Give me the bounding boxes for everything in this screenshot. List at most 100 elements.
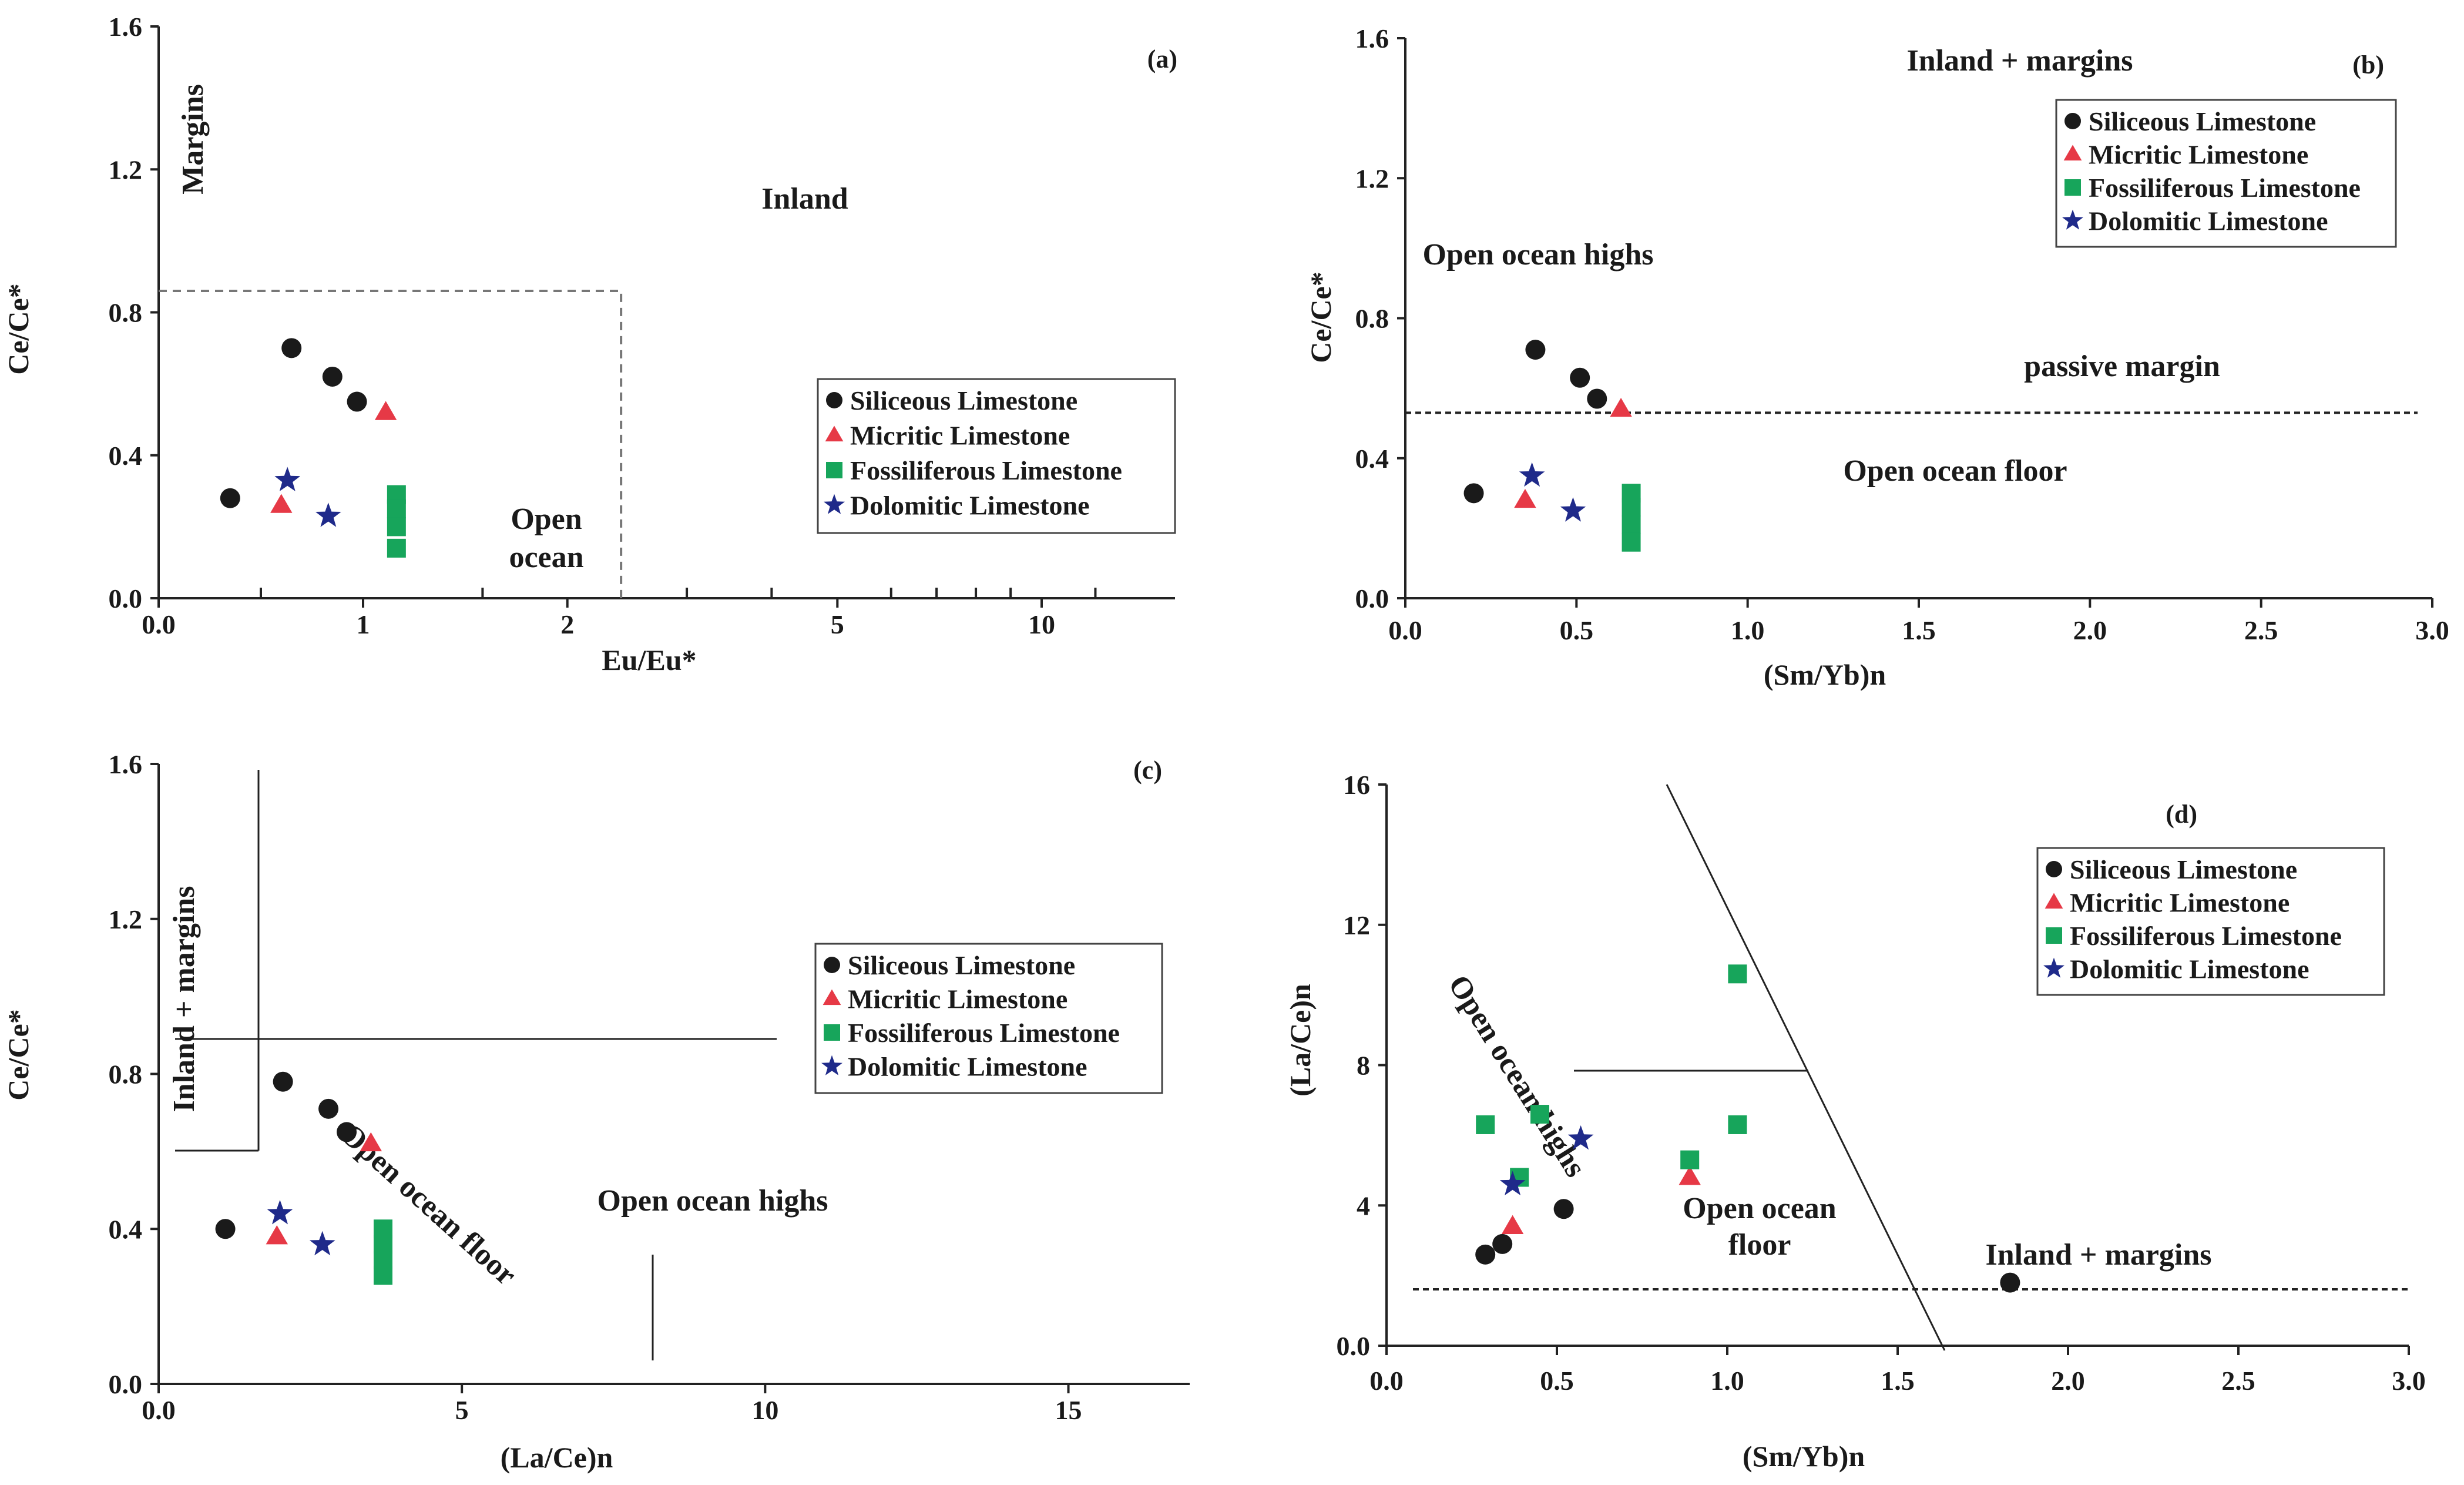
data-point-circle [1587,388,1607,409]
y-tick-label: 4 [1357,1191,1370,1221]
x-tick-label: 0.0 [1369,1366,1404,1396]
y-tick-label: 1.2 [109,155,143,185]
y-axis-label: Ce/Ce* [1304,271,1337,363]
chart-panel-c: 0.0 0.4 0.8 1.2 1.6 0.0 5 10 15 (La/Ce)n Ce/Ce* (c)… [2,749,1190,1474]
legend-marker [824,494,845,514]
data-point-circle [215,1219,236,1239]
data-point-star [309,1231,335,1256]
data-point-circle [281,338,302,358]
boundary-line [1666,784,1946,1351]
x-tick-label: 1.0 [1710,1366,1744,1396]
x-tick-label: 3.0 [2392,1366,2426,1396]
y-tick-label: 16 [1343,770,1370,800]
data-point-circle [1492,1233,1513,1254]
legend-box [817,378,1176,534]
x-tick-label: 0.5 [1560,615,1594,645]
data-point-circle [1463,483,1484,504]
data-point-circle [322,366,343,387]
data-point-star [1560,497,1586,522]
legend-marker [2046,927,2062,944]
legend-marker [2063,145,2082,161]
y-tick-label: 0.0 [109,1369,143,1399]
legend-entry-label: Fossiliferous Limestone [850,455,1122,485]
y-axis-label: Ce/Ce* [2,283,35,375]
panel-label: (c) [1133,756,1162,785]
data-point-square [387,499,406,518]
data-point-circle [273,1071,293,1092]
x-tick-label: 1.5 [1902,615,1936,645]
legend-entry-label: Dolomitic Limestone [2089,206,2328,236]
panel-label: (b) [2352,51,2384,79]
data-point-square [1622,532,1641,552]
legend-marker [824,957,840,973]
legend-entry-label: Dolomitic Limestone [2070,954,2309,984]
legend-entry-label: Dolomitic Limestone [848,1052,1087,1082]
legend-marker [2062,209,2083,230]
legend-box [2055,99,2397,248]
data-point-star [274,467,301,491]
region-label: Open ocean highs [1423,238,1654,271]
legend-entry-label: Fossiliferous Limestone [2070,921,2342,951]
data-point-circle [337,1122,357,1142]
x-tick-label: 1 [357,609,370,639]
legend-marker [826,462,842,478]
x-tick-label: 2.5 [2221,1366,2255,1396]
y-tick-label: 0.4 [109,1214,143,1244]
region-label: Open [511,502,582,536]
region-label: Open ocean [1683,1192,1837,1225]
x-tick-label: 15 [1055,1395,1082,1425]
data-point-circle [318,1098,339,1119]
legend-entry-label: Siliceous Limestone [2089,106,2316,136]
data-point-triangle [1501,1215,1524,1234]
y-tick-label: 0.4 [1355,444,1389,474]
x-tick-label: 10 [1028,609,1055,639]
x-tick-label: 2 [560,609,574,639]
legend-entry-label: Dolomitic Limestone [850,491,1090,521]
x-axis-label: (La/Ce)n [501,1441,613,1474]
legend-entry-label: Micritic Limestone [2070,888,2290,918]
legend-entry-label: Siliceous Limestone [848,950,1075,980]
data-point-circle [1570,367,1590,388]
legend-marker [2043,957,2064,978]
x-tick-label: 2.5 [2244,615,2278,645]
x-tick-label: 0.0 [142,609,176,639]
data-point-circle [220,488,240,508]
x-tick-label: 10 [751,1395,778,1425]
legend-entry-label: Micritic Limestone [2089,140,2308,170]
legend-entry-label: Micritic Limestone [848,984,1067,1014]
x-axis-label: (Sm/Yb)n [1764,658,1886,691]
region-label: Inland + margins [1985,1238,2211,1272]
legend-marker [825,425,844,442]
data-point-star [267,1199,293,1225]
data-point-square [387,538,406,558]
data-point-circle [2000,1272,2020,1293]
y-tick-label: 1.2 [109,904,143,934]
legend-entry-label: Fossiliferous Limestone [2089,173,2361,203]
data-point-triangle [1679,1166,1701,1185]
data-point-square [387,517,406,537]
legend-entry-label: Fossiliferous Limestone [848,1018,1120,1048]
y-tick-label: 0.0 [1355,584,1389,614]
y-tick-label: 0.0 [109,584,143,614]
chart-panel-a: 0.0 0.4 0.8 1.2 1.6 0.0 1 2 5 10 Eu/Eu* Ce/Ce* (a) Ma… [2,12,1177,676]
data-point-circle [1553,1199,1574,1219]
data-point-triangle [374,401,397,420]
x-axis-label: (Sm/Yb)n [1743,1440,1865,1473]
region-label: Open ocean floor [334,1117,522,1292]
y-tick-label: 0.8 [109,1060,143,1090]
x-tick-label: 0.0 [142,1395,176,1425]
data-point-square [373,1266,392,1285]
data-point-star [1519,462,1545,487]
y-tick-label: 0.0 [1337,1331,1371,1361]
x-tick-label: 1.5 [1881,1366,1915,1396]
chart-panel-d: 0.0 4 8 12 16 0.0 0.5 1.0 1.5 2.0 2.5 3.0 (Sm/Yb)n (L… [1284,770,2426,1473]
chart-panel-b: 0.0 0.4 0.8 1.2 1.6 0.0 0.5 1.0 1.5 2.0 2.5 3.0 (Sm/… [1304,24,2449,691]
legend-marker [2064,179,2081,196]
data-point-square [1728,964,1747,984]
y-tick-label: 1.6 [1355,24,1389,53]
region-label: Open ocean highs [597,1184,828,1218]
region-label: Inland + margins [167,886,201,1112]
y-tick-label: 0.8 [1355,304,1389,334]
region-label: passive margin [2024,350,2220,383]
y-tick-label: 0.4 [109,441,143,471]
